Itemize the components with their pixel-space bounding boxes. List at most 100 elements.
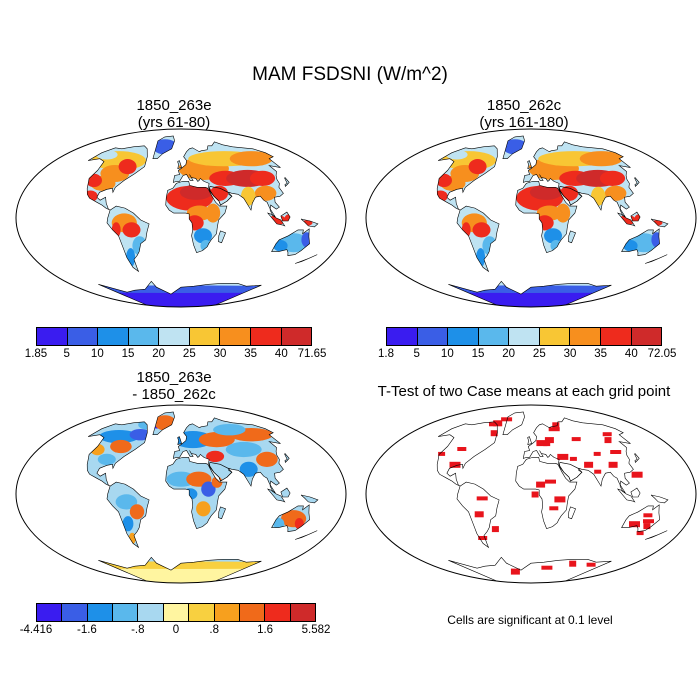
map2-region-2 — [468, 159, 487, 175]
map4-coastline-newguinea — [650, 494, 669, 504]
map1-coastline-australia — [271, 228, 310, 256]
diff-colorbar-box-3 — [113, 604, 139, 621]
map3-region-19 — [198, 432, 235, 448]
map3-region-8 — [115, 494, 138, 510]
map1-region-29 — [241, 186, 256, 206]
map3-coastline-madagascar — [218, 506, 226, 520]
map4-coastline-newzealand — [644, 530, 668, 540]
panel4-title: T-Test of two Case means at each grid po… — [354, 383, 694, 400]
significant-cell-28 — [602, 432, 612, 437]
map3-region-14 — [183, 488, 198, 500]
panel2-colorbar-box-5 — [539, 328, 571, 345]
panel2-colorbar-labels: 1.8 5 10 15 20 25 30 35 40 72.05 — [378, 348, 676, 364]
panel1-colorbar-label-3: 15 — [121, 348, 135, 360]
map1-region-13 — [111, 222, 121, 238]
map1-region-6 — [87, 190, 98, 202]
map3-coastline-uk — [177, 436, 182, 446]
significant-cell-6 — [438, 451, 446, 456]
map4-frame — [365, 404, 697, 584]
map2-coastline-antarctica — [448, 280, 612, 307]
panel1-colorbar-box-6 — [220, 328, 251, 345]
map1-coastline-uk — [177, 160, 182, 170]
panel2-title-line2: (yrs 161-180) — [479, 114, 569, 131]
map2-region-20 — [555, 203, 571, 223]
map1-coastline-indonesia — [266, 212, 286, 227]
panel1-title-line2: (yrs 61-80) — [137, 114, 211, 131]
significant-cell-29 — [631, 471, 643, 478]
significant-cell-40 — [586, 562, 596, 567]
map1-coastline-borneo — [280, 211, 291, 222]
panel1-colorbar-box-7 — [250, 328, 282, 345]
map1-region-27 — [254, 185, 277, 201]
panel2-colorbar-label-5: 25 — [532, 348, 546, 360]
figure-title: MAM FSDSNI (W/m^2) — [252, 64, 448, 85]
significant-cell-10 — [478, 536, 488, 540]
panel1-colorbar-box-0 — [37, 328, 68, 345]
significant-cell-8 — [476, 496, 488, 501]
significant-cell-4 — [457, 447, 467, 451]
panel1-colorbar-box-2 — [98, 328, 129, 345]
map2-coastline-uk — [527, 160, 532, 170]
map2-coastline-indonesia — [616, 212, 636, 227]
panel1-colorbar-label-0: 1.85 — [24, 348, 48, 360]
map1-region-5 — [96, 149, 118, 160]
panel2-colorbar-box-7 — [600, 328, 632, 345]
panel1-title: 1850_263e (yrs 61-80) — [24, 97, 324, 131]
panel1-colorbar-box-8 — [281, 328, 312, 345]
map1-coastline-greenland — [152, 135, 175, 159]
diff-colorbar-box-7 — [214, 604, 240, 621]
significant-cell-14 — [548, 427, 560, 432]
map1-coastline-eurasia — [172, 141, 284, 218]
map4-coastline-borneo — [630, 487, 641, 498]
significant-cell-15 — [552, 422, 560, 429]
diff-colorbar-labels: -4.416 -1.6 -.8 0 .8 1.6 5.582 — [20, 624, 331, 640]
map3-coastline-samerica — [106, 481, 150, 549]
map3-coastline-namerica — [86, 421, 148, 487]
map2-region-17 — [535, 215, 554, 231]
diff-colorbar-label-6: 5.582 — [301, 624, 331, 636]
panel2-colorbar-box-4 — [509, 328, 540, 345]
diff-colorbar-box-10 — [290, 604, 315, 621]
map2-region-29 — [591, 186, 606, 206]
map3-region-16 — [201, 481, 216, 497]
map4-coastline-indonesia — [616, 488, 636, 503]
panel1-colorbar-box-5 — [189, 328, 221, 345]
panel2-colorbar — [386, 327, 662, 346]
significant-cell-23 — [554, 496, 566, 503]
map3-region-20 — [206, 450, 225, 463]
panel1-colorbar-label-4: 20 — [152, 348, 166, 360]
map2-frame — [365, 128, 697, 308]
panel2-colorbar-box-8 — [631, 328, 662, 345]
map4-coastline-antarctica — [448, 556, 612, 583]
map2-region-15 — [529, 184, 563, 200]
significant-cell-17 — [557, 453, 569, 460]
map3-region-0 — [99, 429, 139, 444]
panel3-map — [15, 404, 347, 584]
significant-cell-33 — [643, 523, 651, 530]
panel2-colorbar-label-8: 40 — [624, 348, 638, 360]
panel2-colorbar-label-6: 30 — [563, 348, 577, 360]
map3-region-25 — [213, 424, 246, 436]
panel1-colorbar-box-4 — [159, 328, 190, 345]
map3-coastline-arabia — [208, 462, 233, 482]
map1-region-10 — [122, 222, 141, 238]
map2-region-11 — [482, 236, 497, 256]
map1-coastline-newguinea — [300, 218, 319, 228]
diff-colorbar-label-3: 0 — [172, 624, 180, 636]
diff-colorbar-box-1 — [62, 604, 88, 621]
significant-cell-11 — [536, 440, 548, 447]
map2-region-35 — [651, 232, 663, 248]
map1-region-20 — [205, 203, 221, 223]
diff-colorbar-label-4: .8 — [209, 624, 219, 636]
significant-cell-36 — [636, 531, 644, 536]
significant-cell-35 — [629, 521, 640, 528]
map3-coastline-japan — [284, 452, 290, 464]
map3-frame — [15, 404, 347, 584]
panel1-colorbar-label-6: 30 — [213, 348, 227, 360]
map2-coastline-arabia — [558, 186, 583, 206]
diff-colorbar-box-9 — [265, 604, 291, 621]
map2-region-10 — [472, 222, 491, 238]
panel4-map — [365, 404, 697, 584]
map4-coastline-madagascar — [568, 506, 576, 520]
map3-coastline-antarctica — [98, 556, 262, 583]
